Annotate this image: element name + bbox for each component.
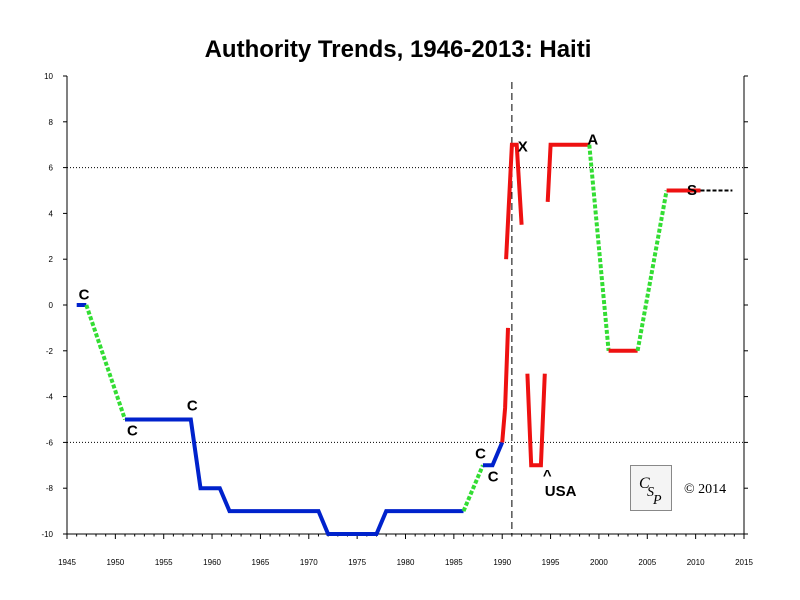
annotation-label: C [187, 397, 198, 414]
chart-title: Authority Trends, 1946-2013: Haiti [204, 36, 592, 63]
x-tick-label: 2015 [735, 558, 753, 567]
x-tick-label: 2005 [638, 558, 656, 567]
series-segment-normal [125, 417, 464, 536]
x-tick-label: 1960 [203, 558, 221, 567]
svg-text:S: S [647, 485, 654, 500]
x-tick-label: 1965 [252, 558, 270, 567]
annotation-label: C [79, 286, 90, 303]
annotation-label: A [587, 132, 598, 149]
x-tick-label: 1955 [155, 558, 173, 567]
series-segment-interruption [525, 373, 547, 468]
y-tick-label: -10 [41, 530, 53, 539]
svg-text:P: P [652, 493, 662, 508]
annotation-label: S [687, 182, 697, 199]
annotation-label: ^ [543, 467, 552, 484]
annotation-label: C [127, 423, 138, 440]
y-tick-label: -6 [46, 438, 54, 447]
y-tick-label: 2 [49, 255, 54, 264]
x-tick-label: 1975 [348, 558, 366, 567]
series-segment-interruption [545, 142, 590, 203]
csp-logo: C S P [630, 465, 672, 511]
y-tick-label: -4 [46, 393, 54, 402]
series-segment-interruption [504, 142, 524, 260]
svg-text:C: C [639, 475, 650, 492]
y-tick-label: 4 [49, 209, 54, 218]
x-tick-label: 1970 [300, 558, 318, 567]
series-segment-transition [587, 144, 611, 351]
y-tick-label: 0 [49, 301, 54, 310]
y-tick-label: 6 [49, 164, 54, 173]
y-tick-label: -2 [46, 347, 54, 356]
y-tick-label: 10 [44, 72, 53, 81]
x-tick-label: 2010 [687, 558, 705, 567]
copyright-text: © 2014 [684, 482, 727, 497]
annotation-label: X [518, 139, 528, 156]
series-segment-transition [84, 304, 127, 421]
x-tick-label: 1945 [58, 558, 76, 567]
y-tick-label: -8 [46, 484, 54, 493]
series-segment-interruption [500, 327, 510, 443]
x-tick-label: 1995 [542, 558, 560, 567]
series-segment-normal [482, 441, 505, 468]
annotation-label: C [475, 445, 486, 462]
x-tick-label: 2000 [590, 558, 608, 567]
x-tick-label: 1990 [493, 558, 511, 567]
series-segment-transition [461, 464, 485, 512]
series-segment-transition [635, 190, 669, 352]
x-tick-label: 1985 [445, 558, 463, 567]
y-tick-label: 8 [49, 118, 54, 127]
annotation-label: USA [545, 483, 577, 500]
annotation-label: C [488, 468, 499, 485]
x-tick-label: 1950 [106, 558, 124, 567]
x-tick-label: 1980 [397, 558, 415, 567]
